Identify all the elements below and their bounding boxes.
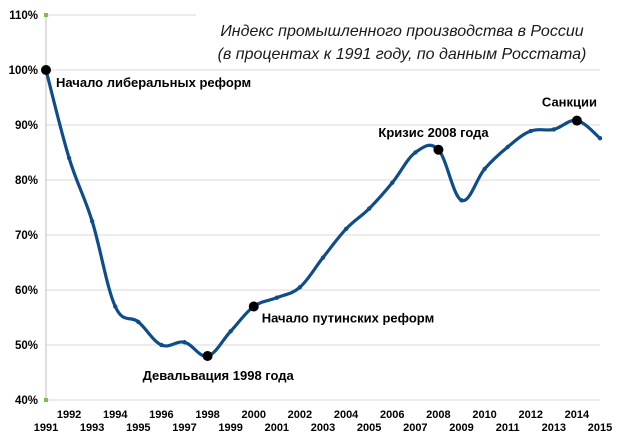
data-point [159, 342, 164, 348]
y-tick-label: 50% [15, 340, 38, 352]
x-tick-label: 2009 [449, 422, 473, 434]
x-tick-label: 2012 [519, 409, 543, 421]
axis-end-marker [44, 13, 48, 17]
x-tick-label: 2002 [288, 409, 312, 421]
y-tick-label: 80% [15, 175, 38, 187]
x-tick-label: 2013 [542, 422, 566, 434]
x-tick-label: 1997 [172, 422, 196, 434]
event-label: Кризис 2008 года [378, 125, 489, 140]
event-marker [202, 351, 213, 361]
x-tick-label: 2006 [380, 409, 404, 421]
axis-end-marker [44, 398, 48, 402]
data-point [113, 304, 118, 309]
x-tick-label: 2014 [565, 409, 590, 421]
data-point [366, 206, 372, 211]
title-line-1: Индекс промышленного производства в Росс… [220, 23, 583, 40]
x-tick-label: 1992 [57, 409, 81, 421]
title-line-2: (в процентах к 1991 году, по данным Росс… [218, 46, 587, 63]
x-tick-label: 2003 [311, 422, 335, 434]
data-point [297, 285, 303, 290]
x-tick-label: 2015 [588, 422, 612, 434]
data-point [482, 166, 487, 172]
event-label: Девальвация 1998 года [143, 368, 295, 383]
gridlines [46, 14, 600, 401]
event-label: Санкции [542, 95, 597, 110]
x-tick-labels: 1992 1994 1996 1998 2000 2002 2004 2006 2008 2010… [34, 409, 612, 434]
data-point [136, 319, 141, 325]
data-point [528, 128, 533, 134]
y-tick-label: 40% [15, 395, 38, 407]
y-tick-label: 70% [15, 230, 38, 242]
x-tick-label: 2001 [265, 422, 289, 434]
data-point [66, 155, 72, 161]
event-label: Начало либеральных реформ [56, 75, 251, 90]
x-tick-label: 1996 [149, 409, 173, 421]
x-tick-label: 1993 [80, 422, 104, 434]
x-tick-label: 1999 [218, 422, 242, 434]
x-tick-label: 2008 [426, 409, 450, 421]
y-tick-label: 110% [9, 10, 38, 22]
title-background [196, 14, 600, 68]
event-marker [248, 301, 259, 312]
x-tick-label: 1995 [126, 422, 150, 434]
y-tick-labels: 40% 50% 60% 70% 80% 90% 100% 110% [9, 10, 38, 407]
chart-title: Индекс промышленного производства в Росс… [196, 14, 600, 68]
data-point [505, 144, 510, 150]
x-tick-label: 1994 [103, 409, 128, 421]
x-tick-label: 2010 [472, 409, 496, 421]
data-point [228, 329, 233, 334]
data-point [459, 198, 464, 203]
data-point [182, 340, 187, 345]
event-marker [433, 144, 444, 155]
axes [44, 13, 48, 402]
x-tick-label: 2000 [242, 409, 266, 421]
data-point [274, 295, 280, 300]
x-tick-label: 2011 [496, 422, 520, 434]
x-tick-label: 1998 [195, 409, 219, 421]
event-marker [41, 65, 51, 75]
x-tick-label: 2007 [403, 422, 427, 434]
data-point [390, 180, 395, 185]
x-tick-label: 2005 [357, 422, 381, 434]
y-tick-label: 90% [15, 120, 38, 132]
event-label: Начало путинских реформ [262, 311, 434, 326]
x-tick-label: 2004 [334, 409, 359, 421]
data-point [413, 150, 418, 155]
data-point [551, 127, 557, 132]
x-tick-label: 1991 [34, 422, 58, 434]
y-tick-label: 100% [9, 65, 38, 77]
event-marker [571, 115, 582, 126]
data-point [320, 255, 326, 260]
data-point [597, 136, 603, 141]
y-tick-label: 60% [15, 285, 38, 297]
annotations: Начало либеральных реформ Девальвация 199… [41, 65, 597, 383]
data-point [89, 219, 95, 224]
data-point [343, 226, 349, 232]
